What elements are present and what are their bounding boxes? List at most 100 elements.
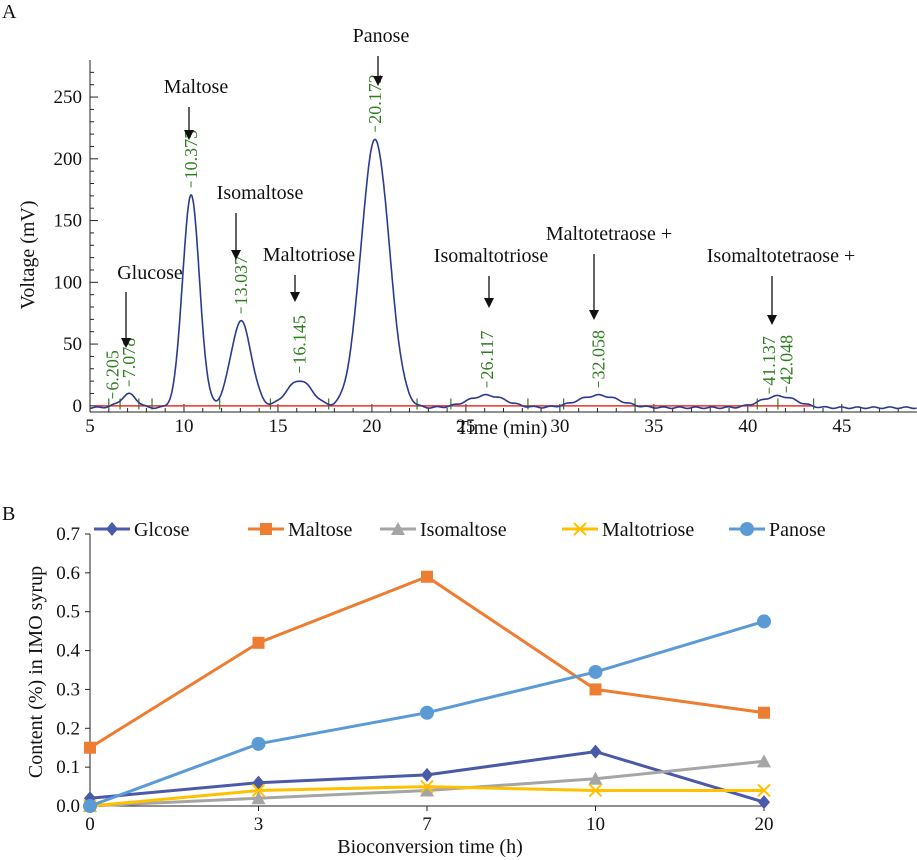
data-point (588, 664, 603, 679)
chart-a: A 5 10 15 20 25 30 35 40 45 0 50 100 150 200 250 6.205… (2, 1, 917, 439)
data-point (420, 705, 434, 720)
chart-a-x-tick-label: 30 (550, 416, 569, 437)
chart-a-y-tick-label: 0 (73, 396, 83, 417)
data-point (421, 767, 433, 782)
data-point (588, 771, 603, 785)
chart-a-rt-label: 42.048 (776, 335, 796, 385)
chart-b-legend: Glcose Maltose Isomaltose Maltotriose Panose (94, 519, 826, 541)
chart-a-y-tick-label: 150 (54, 211, 83, 232)
data-point (757, 614, 771, 629)
chart-a-annotation: Isomaltotriose (434, 245, 549, 267)
chart-a-annotation-arrowhead (290, 292, 300, 302)
chart-a-rt-label: 6.205 (103, 350, 123, 391)
chart-b-y-tick-label: 0.2 (56, 718, 80, 739)
chart-b-y-tick-label: 0.5 (56, 602, 80, 623)
chart-a-annotation-arrowhead (184, 130, 194, 140)
data-point (757, 783, 771, 798)
data-point (421, 570, 433, 583)
series-glcose (84, 744, 770, 810)
legend-marker (260, 523, 272, 535)
chart-b-y-tick-label: 0.0 (56, 796, 80, 817)
chart-b-x-tick-label: 10 (586, 814, 605, 835)
chart-a-y-tick-label: 100 (54, 272, 83, 293)
data-point (420, 779, 434, 794)
chart-b-y-tick-label: 0.4 (56, 641, 80, 662)
panel-b-label: B (2, 503, 15, 525)
chart-a-x-tick-label: 35 (644, 416, 663, 437)
legend-marker (391, 522, 405, 535)
data-point (84, 791, 96, 806)
chart-a-rt-label: 32.058 (589, 330, 609, 380)
chart-a-trace (89, 138, 917, 410)
chart-b-x-tick-label: 7 (422, 814, 432, 835)
data-point (83, 799, 97, 813)
panel-a-label: A (2, 1, 17, 23)
series-panose (83, 614, 771, 813)
chart-a-rt-label: 16.145 (289, 315, 309, 365)
data-point (83, 799, 97, 812)
chart-a-x-tick-label: 45 (832, 416, 851, 437)
series-line (89, 750, 765, 804)
chart-b-axes: 0.0 0.1 0.2 0.3 0.4 0.5 0.6 0.7 0 3 7 10 20 (56, 524, 773, 835)
chart-a-rt-label: 13.037 (231, 256, 251, 306)
chart-a-annotation-arrowhead (231, 250, 241, 260)
data-point (251, 783, 266, 798)
chart-a-annotation: Maltotetraose + (546, 223, 672, 245)
chart-a-rt-label: 26.117 (477, 331, 497, 380)
chart-a-annotation: Glucose (117, 262, 183, 284)
legend-label: Maltotriose (602, 519, 694, 541)
chart-a-annotation: Panose (353, 25, 410, 47)
data-point (757, 754, 771, 768)
series-maltose (84, 570, 770, 754)
chart-b-xlabel: Bioconversion time (h) (337, 836, 523, 858)
chart-a-rt-label: 7.078 (119, 338, 139, 379)
chart-b-y-tick-label: 0.1 (56, 757, 80, 778)
chart-a-annotation: Maltotriose (263, 244, 355, 266)
chart-a-annotation-arrowhead (484, 298, 494, 308)
chart-a-ylabel: Voltage (mV) (17, 200, 39, 309)
chart-a-x-tick-label: 15 (268, 416, 287, 437)
chart-b-y-tick-label: 0.3 (56, 679, 80, 700)
chart-a-rt-label: 41.137 (759, 336, 779, 386)
legend-label: Glcose (134, 519, 190, 541)
data-point (420, 783, 434, 797)
series-maltotriose (83, 779, 771, 813)
chart-a-annotation-arrowhead (121, 338, 131, 348)
series-line (89, 619, 765, 808)
series-isomaltose (83, 754, 771, 812)
chart-a-xlabel: Time (min) (457, 417, 548, 439)
chart-a-x-tick-label: 5 (85, 416, 95, 437)
data-point (588, 783, 603, 798)
chart-b-x-tick-label: 3 (254, 814, 264, 835)
legend-label: Panose (769, 519, 826, 541)
series-line (89, 575, 765, 749)
chart-b-x-tick-label: 20 (755, 814, 774, 835)
legend-marker (740, 522, 754, 536)
chart-a-annotation-arrowhead (589, 310, 599, 320)
legend-marker (106, 522, 118, 536)
chart-a-annotation-arrowhead (767, 315, 777, 325)
legend-label: Isomaltose (420, 519, 507, 541)
chart-b-ylabel: Content (%) in IMO syrup (25, 566, 47, 778)
series-line (89, 759, 765, 808)
chart-a-annotation: Isomaltotetraose + (707, 245, 855, 267)
legend-item: Panose (729, 519, 826, 541)
data-point (252, 636, 265, 649)
chart-a-ticks: 5 10 15 20 25 30 35 40 45 0 50 100 150 200 250 (54, 71, 899, 437)
data-point (83, 799, 97, 813)
chart-a-rt-label: 10.375 (181, 130, 201, 180)
legend-item: Isomaltose (380, 519, 507, 541)
data-point (758, 706, 770, 719)
legend-item: Maltotriose (562, 519, 694, 541)
data-point (252, 775, 265, 790)
chart-a-y-tick-label: 250 (54, 87, 83, 108)
chart-b-x-tick-label: 0 (85, 814, 95, 835)
data-point (251, 791, 266, 805)
chart-b-y-tick-label: 0.7 (56, 524, 80, 545)
legend-item: Maltose (248, 519, 353, 541)
chart-a-annotation: Maltose (164, 76, 229, 98)
chart-a-rt-label: 20.172 (365, 74, 385, 124)
data-point (589, 744, 602, 759)
data-point (589, 683, 602, 696)
